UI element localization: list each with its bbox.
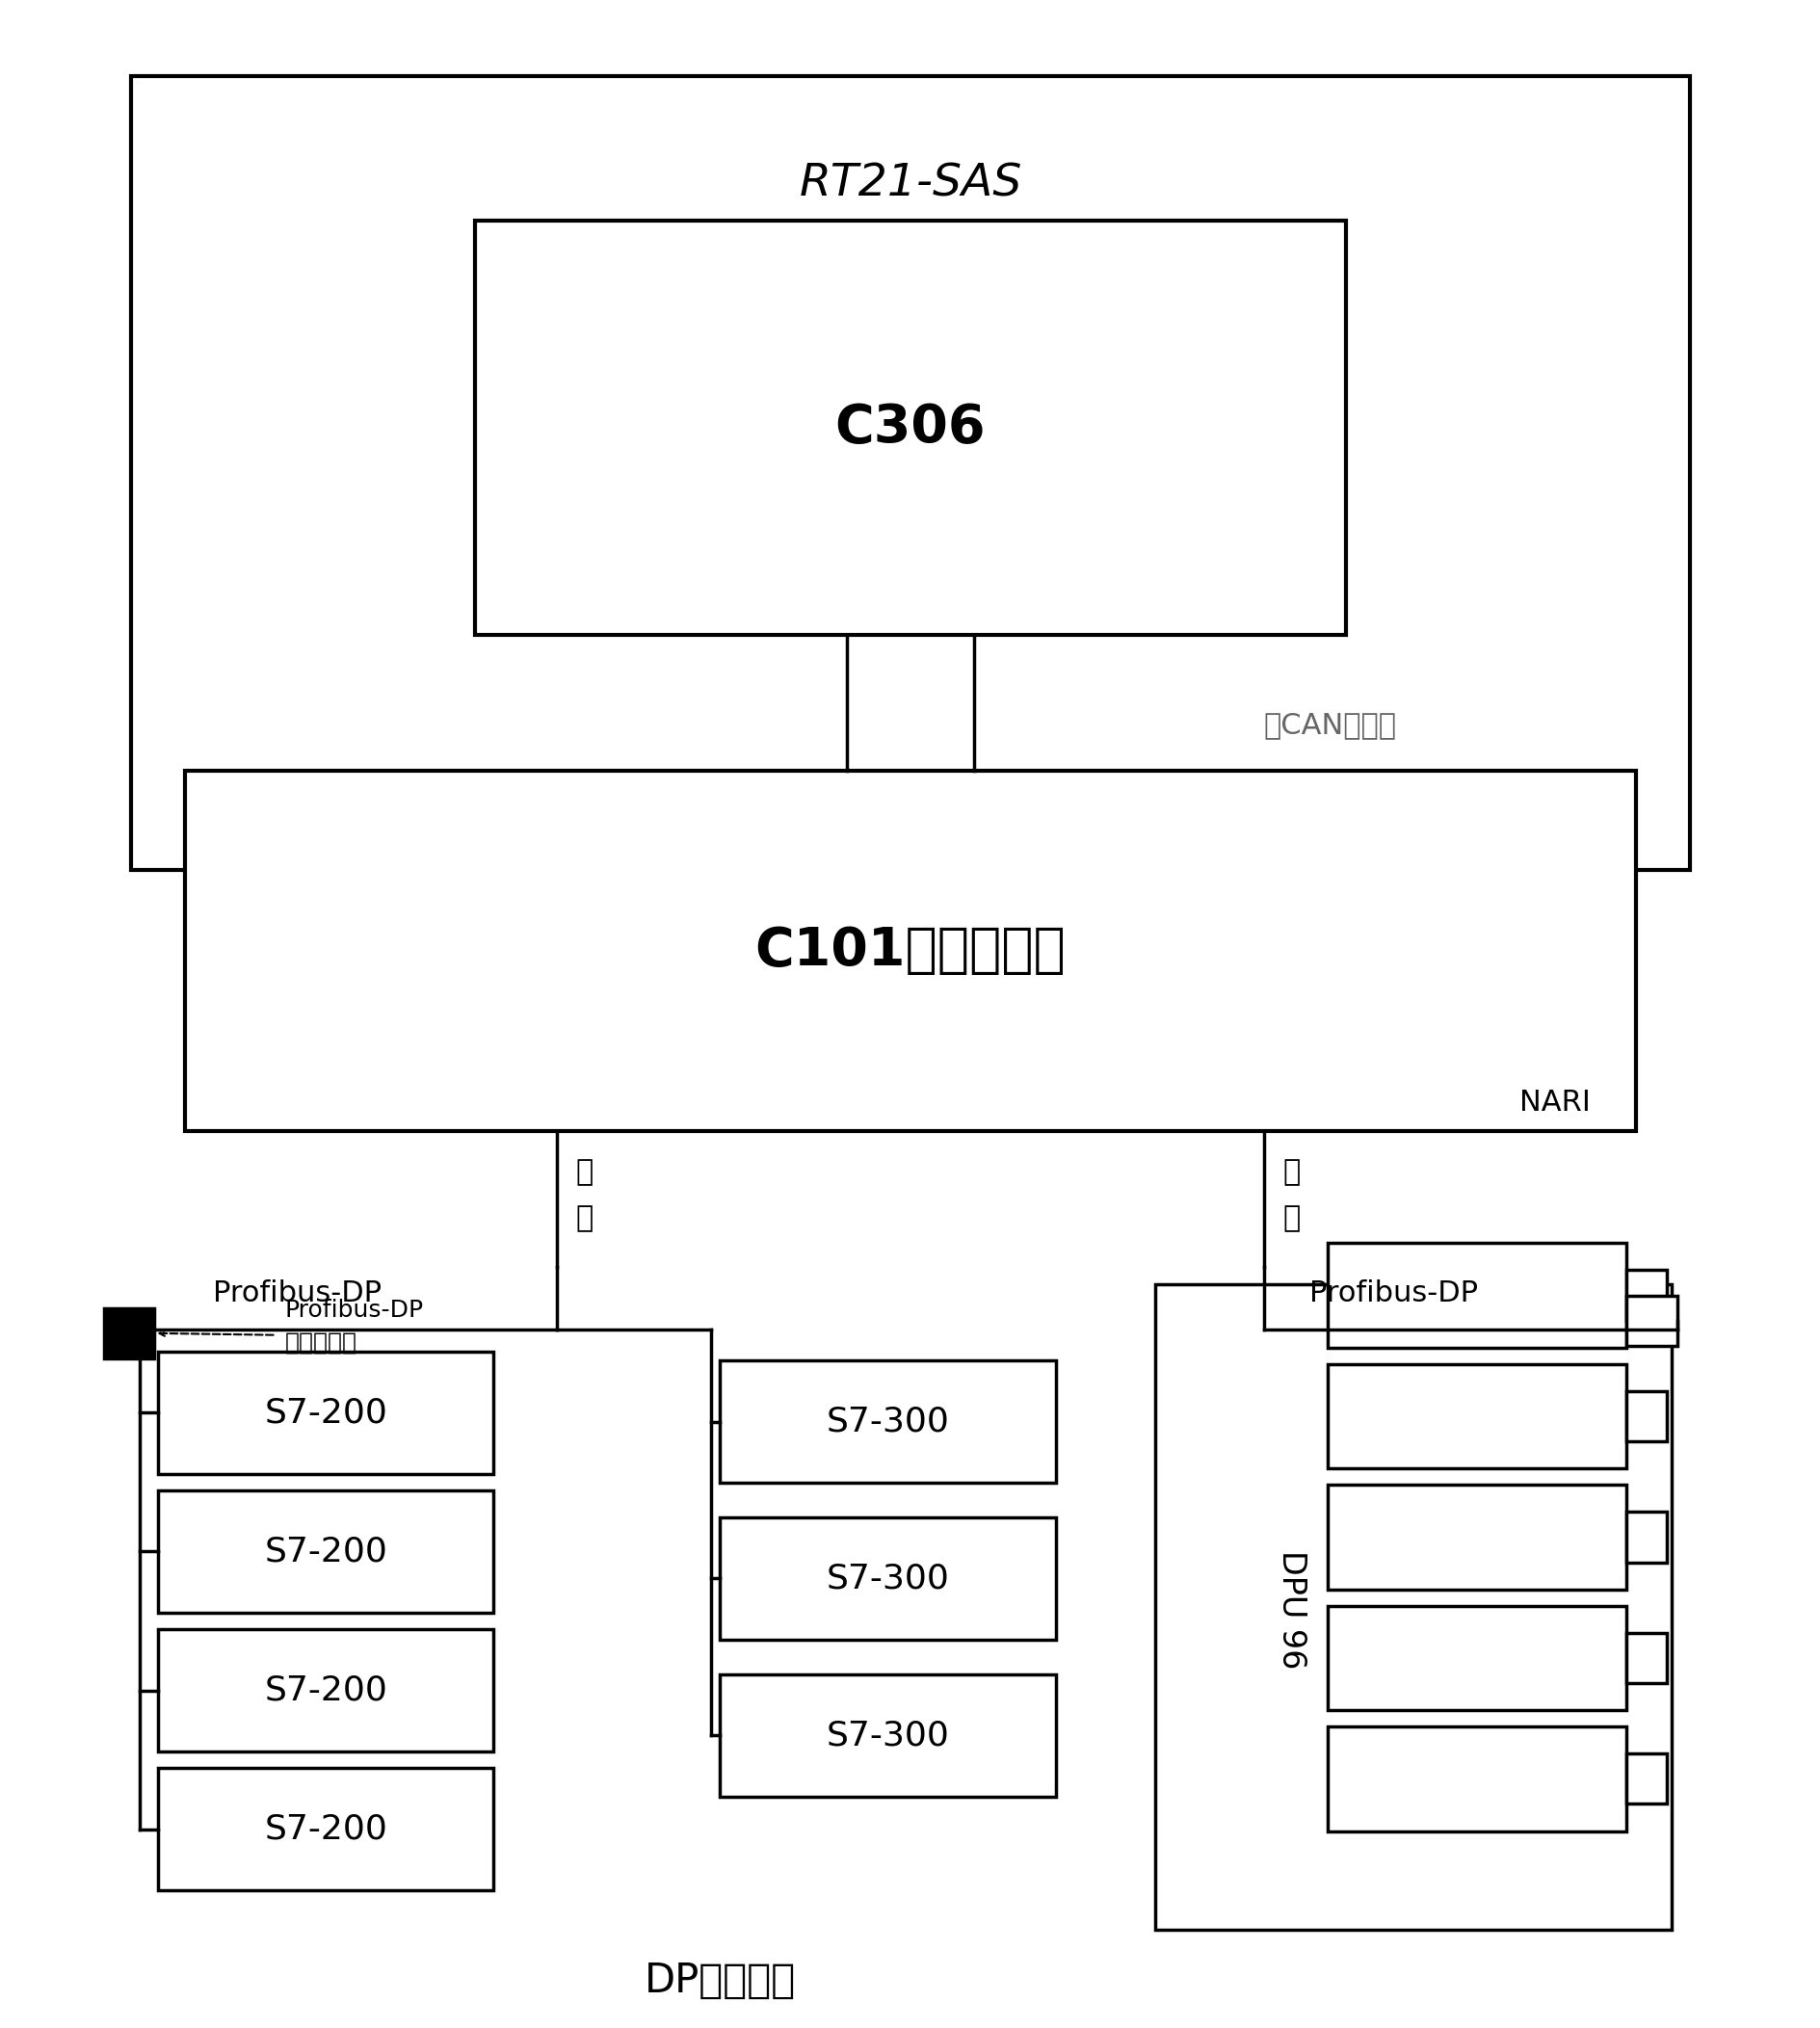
Text: NARI: NARI [1518, 1089, 1589, 1117]
Text: S7-200: S7-200 [264, 1813, 388, 1845]
Bar [131, 77, 1689, 870]
Text: Profibus-DP: Profibus-DP [1309, 1280, 1478, 1308]
Bar [1625, 1270, 1665, 1320]
Bar [1625, 1754, 1665, 1805]
Bar [475, 221, 1345, 635]
Text: DPU 96: DPU 96 [1274, 1549, 1307, 1669]
Bar [1327, 1726, 1625, 1831]
Bar [158, 1768, 493, 1890]
Bar [1625, 1296, 1676, 1347]
Bar [1327, 1484, 1625, 1590]
Text: Profibus-DP
光纤转换器: Profibus-DP 光纤转换器 [286, 1298, 424, 1355]
Text: S7-300: S7-300 [826, 1720, 948, 1752]
Bar [1327, 1365, 1625, 1468]
Bar [158, 1491, 493, 1612]
Text: 光
纤: 光 纤 [1281, 1158, 1299, 1231]
Bar [1625, 1633, 1665, 1683]
Bar [719, 1673, 1056, 1797]
Text: 光
纤: 光 纤 [575, 1158, 593, 1231]
Text: 双CAN网通信: 双CAN网通信 [1263, 712, 1396, 740]
Bar [719, 1517, 1056, 1641]
Bar [158, 1351, 493, 1474]
Text: RT21-SAS: RT21-SAS [799, 162, 1021, 207]
Text: C101通信控制器: C101通信控制器 [755, 925, 1065, 977]
Bar [1327, 1243, 1625, 1349]
Text: S7-200: S7-200 [264, 1535, 388, 1568]
Bar [1625, 1391, 1665, 1442]
Text: DP现场设备: DP现场设备 [644, 1961, 795, 2002]
Bar [719, 1361, 1056, 1482]
Bar [1625, 1511, 1665, 1562]
Text: S7-200: S7-200 [264, 1673, 388, 1708]
Text: C306: C306 [835, 402, 985, 454]
Bar [1327, 1606, 1625, 1710]
Text: S7-300: S7-300 [826, 1405, 948, 1438]
Text: S7-300: S7-300 [826, 1562, 948, 1594]
Bar [158, 1628, 493, 1752]
Bar [104, 1308, 155, 1359]
Text: Profibus-DP: Profibus-DP [213, 1280, 380, 1308]
Bar [1154, 1284, 1671, 1931]
Bar [186, 771, 1634, 1132]
Text: S7-200: S7-200 [264, 1395, 388, 1430]
